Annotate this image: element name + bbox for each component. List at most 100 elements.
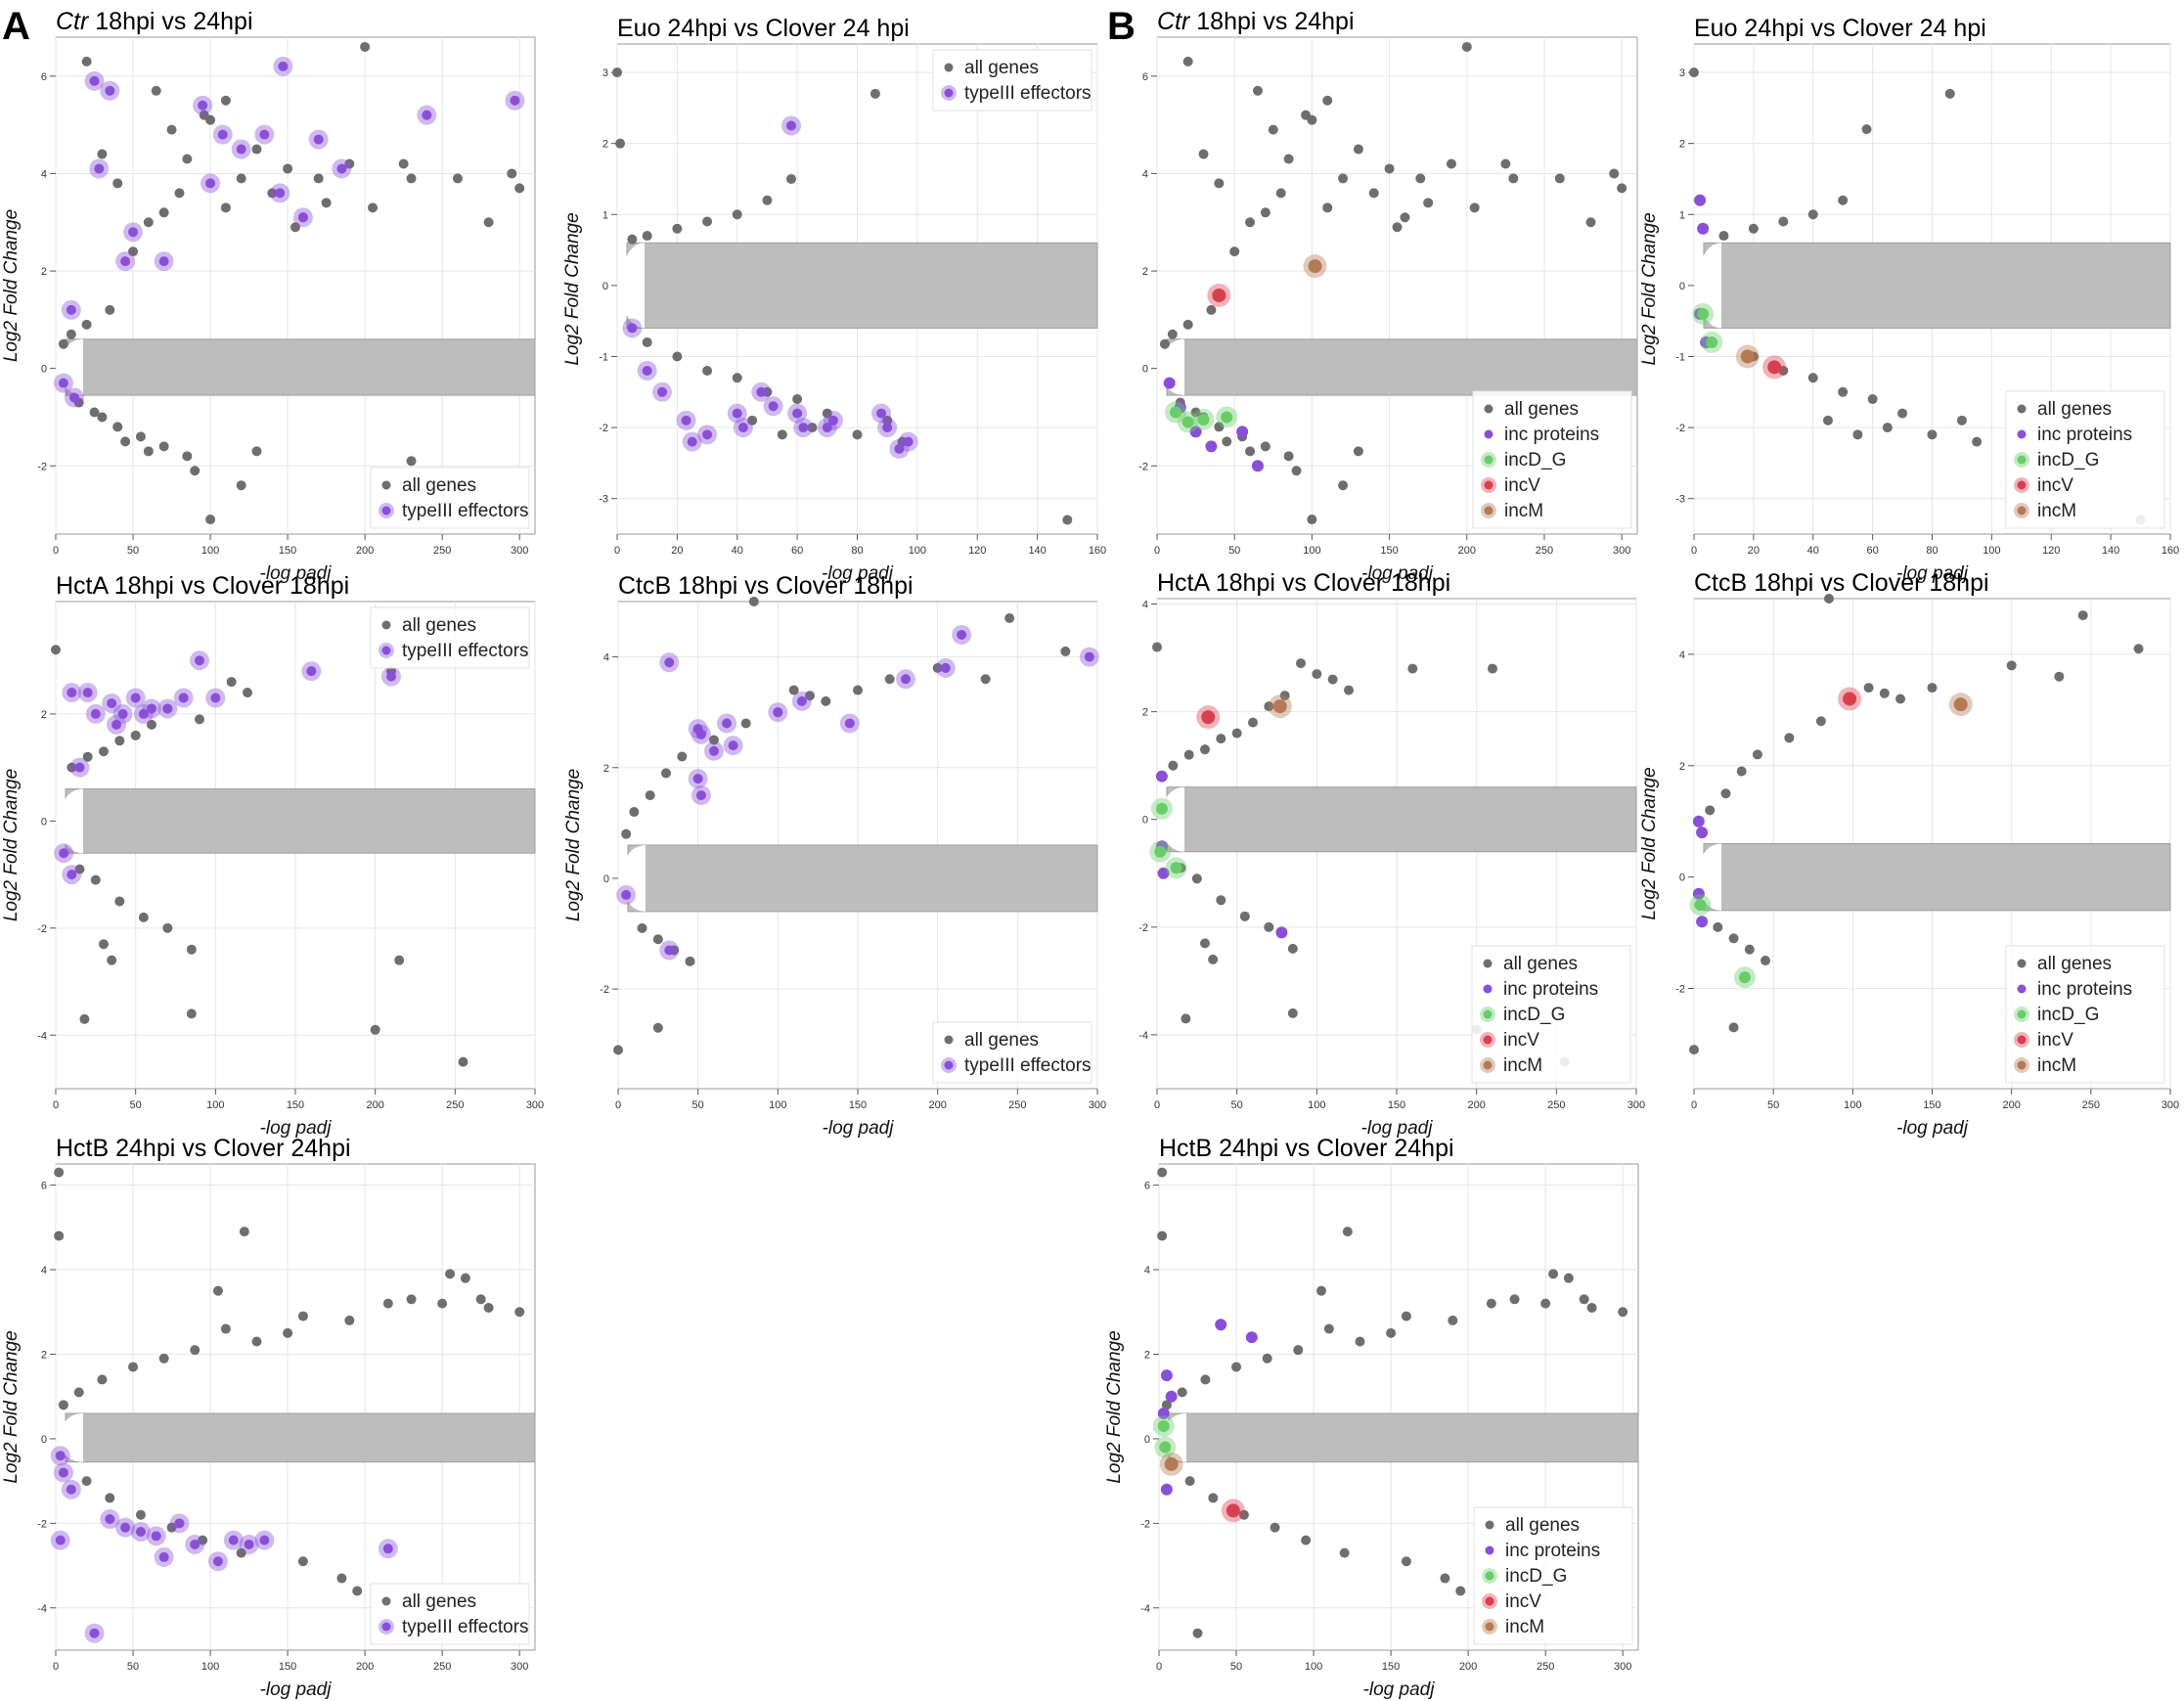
point-typeiii-effectors: [67, 688, 77, 698]
legend-label-all-genes: all genes: [402, 615, 476, 636]
point-all-genes: [297, 1311, 308, 1321]
point-all-genes: [458, 1056, 468, 1067]
point-inc-proteins: [1160, 1483, 1173, 1496]
point-typeiii-effectors: [664, 945, 675, 956]
point-all-genes: [130, 730, 141, 740]
x-tick-label: 250: [1547, 1099, 1565, 1111]
legend-box: [2005, 390, 2165, 529]
legend-swatch-incv: [1485, 1596, 1494, 1606]
point-all-genes: [1618, 1307, 1628, 1318]
point-all-genes: [437, 1298, 448, 1309]
point-all-genes: [205, 114, 216, 125]
chart-title-text: 18hpi vs 24hpi: [1189, 8, 1354, 35]
x-tick-label: 100: [1305, 1661, 1322, 1673]
point-all-genes: [81, 56, 92, 67]
point-all-genes: [1353, 446, 1363, 457]
point-all-genes: [1248, 717, 1258, 728]
point-typeiii-effectors: [105, 85, 115, 96]
y-tick-label: -2: [1675, 984, 1685, 996]
point-all-genes: [1004, 612, 1015, 623]
y-axis-label: Log2 Fold Change: [1, 769, 22, 921]
point-all-genes: [81, 319, 92, 330]
y-tick-label: 1: [602, 209, 608, 221]
point-typeiii-effectors: [89, 1628, 100, 1638]
point-all-genes: [135, 1509, 146, 1520]
point-all-genes: [1423, 198, 1434, 208]
y-tick-label: -2: [1138, 461, 1148, 472]
point-all-genes: [1927, 683, 1938, 694]
point-all-genes: [1338, 173, 1349, 184]
point-typeiii-effectors: [695, 790, 706, 801]
point-typeiii-effectors: [128, 227, 139, 238]
legend-label-incd-g: incD_G: [2037, 1005, 2099, 1025]
point-all-genes: [1440, 1573, 1450, 1584]
point-all-genes: [740, 718, 751, 729]
x-tick-label: 300: [526, 1099, 544, 1111]
x-axis-label: -log padj: [260, 1679, 333, 1700]
legend-swatch-typeiii-effectors: [381, 646, 391, 655]
point-all-genes: [1822, 415, 1833, 425]
legend-swatch-all-genes: [944, 1035, 954, 1045]
x-tick-label: 300: [1089, 1099, 1106, 1111]
x-tick-label: 160: [2162, 545, 2179, 557]
legend-label-typeiii-effectors: typeIII effectors: [402, 501, 529, 521]
y-tick-label: -4: [37, 1603, 47, 1615]
point-typeiii-effectors: [138, 708, 149, 719]
point-typeiii-effectors: [162, 703, 173, 714]
x-tick-label: 200: [1459, 1661, 1477, 1673]
point-typeiii-effectors: [275, 188, 286, 199]
point-all-genes: [251, 1336, 262, 1347]
point-typeiii-effectors: [107, 697, 117, 708]
point-all-genes: [1344, 685, 1354, 695]
point-all-genes: [174, 188, 185, 199]
point-all-genes: [1540, 1298, 1551, 1309]
point-all-genes: [514, 183, 525, 194]
legend-box: [932, 1021, 1092, 1084]
chart-title-text: Euo 24hpi vs Clover 24 hpi: [1694, 15, 1986, 42]
x-tick-label: 150: [1380, 545, 1398, 557]
chart-title: HctB 24hpi vs Clover 24hpi: [56, 1135, 351, 1162]
x-tick-label: 250: [2082, 1099, 2100, 1111]
point-all-genes: [642, 231, 652, 242]
point-all-genes: [2133, 644, 2144, 654]
legend-label-inc-proteins: inc proteins: [2037, 425, 2132, 445]
point-typeiii-effectors: [117, 708, 128, 719]
legend-label-incv: incV: [1505, 1591, 1541, 1612]
point-all-genes: [1897, 408, 1908, 419]
x-tick-label: 0: [53, 545, 59, 557]
point-typeiii-effectors: [903, 436, 914, 447]
point-all-genes: [612, 67, 622, 78]
x-tick-label: 50: [1230, 1661, 1242, 1673]
point-all-genes: [79, 1013, 90, 1024]
y-tick-label: -3: [599, 494, 608, 506]
chart-title: HctB 24hpi vs Clover 24hpi: [1159, 1135, 1454, 1162]
point-all-genes: [1168, 760, 1179, 771]
y-tick-label: -1: [599, 351, 608, 363]
point-all-genes: [637, 922, 647, 933]
non-significant-band: [65, 338, 536, 396]
chart-b3: HctA 18hpi vs Clover 18hpi 0 50 100 150 200 25…: [1138, 569, 1645, 1139]
point-all-genes: [107, 955, 117, 965]
point-all-genes: [822, 408, 832, 419]
point-all-genes: [99, 939, 109, 950]
point-incd-g: [1181, 416, 1194, 428]
point-all-genes: [1807, 373, 1818, 383]
y-tick-label: 1: [1679, 209, 1685, 221]
point-typeiii-effectors: [709, 745, 719, 756]
chart-a1: Ctr 18hpi vs 24hpi 0 50 100 150 200 250 300 -2 0 2…: [1, 8, 536, 584]
point-inc-proteins: [1157, 867, 1170, 879]
point-all-genes: [884, 674, 895, 685]
x-tick-label: 300: [511, 1661, 528, 1673]
point-all-genes: [1322, 95, 1333, 106]
point-all-genes: [672, 351, 683, 362]
point-typeiii-effectors: [695, 729, 706, 739]
chart-b5: HctB 24hpi vs Clover 24hpi 0 50 100 150 200 25…: [1104, 1135, 1639, 1700]
x-tick-label: 80: [1926, 545, 1938, 557]
y-axis-label: Log2 Fold Change: [1104, 1330, 1125, 1483]
point-all-genes: [627, 234, 638, 245]
point-all-genes: [514, 1307, 525, 1318]
point-all-genes: [677, 751, 688, 762]
point-inc-proteins: [1163, 377, 1176, 389]
point-inc-proteins: [1251, 460, 1264, 472]
y-tick-label: 6: [41, 1181, 47, 1192]
